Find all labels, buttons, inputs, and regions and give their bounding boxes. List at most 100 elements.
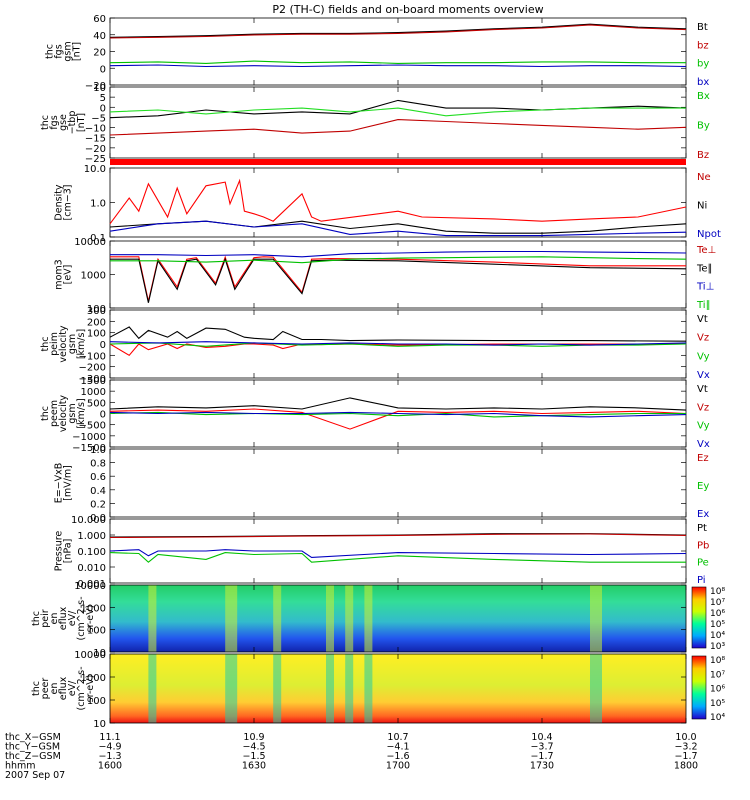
y-tick-label: 1.0 (90, 445, 106, 456)
y-axis-label: gse (58, 114, 69, 131)
legend-entry: Vz (697, 333, 709, 344)
y-tick-label: 0.1 (90, 233, 106, 244)
x-axis-row-value: −4.9 (98, 742, 121, 753)
y-tick-label: 100 (87, 696, 106, 707)
panel-density: 10.0 1.0 0.1 Density[cm−3] Ne Ni Npot (54, 164, 721, 244)
series-line-By (109, 107, 686, 117)
y-axis-label: eV/ (67, 610, 78, 626)
colorbar-tick-label: 10⁶ (710, 685, 725, 695)
y-tick-label: −25 (85, 154, 106, 165)
series-line-Vx (109, 341, 687, 346)
y-axis-label: (cm^2-s- (76, 667, 87, 711)
x-axis-row-value: 1600 (98, 761, 122, 772)
colorbar-tick-label: 10⁴ (710, 631, 725, 641)
legend-entry: Ni (697, 201, 707, 212)
y-axis-label: [nT] (72, 42, 83, 61)
series-line-bx (109, 64, 687, 68)
series-line-Ne (109, 178, 687, 225)
legend-entry: Vx (697, 370, 710, 381)
legend-entry: Vx (697, 439, 710, 450)
y-tick-label: 300 (87, 306, 106, 317)
y-tick-label: 5 (100, 93, 106, 104)
y-axis-label: velocity (58, 325, 69, 363)
series-line-Vy (109, 411, 686, 418)
y-tick-label: −200 (79, 363, 106, 374)
legend-entry: Ey (697, 481, 709, 492)
legend-entry: Ti⊥ (696, 282, 714, 293)
x-axis-row-label: thc_Z−GSM (5, 751, 61, 762)
legend-entry: by (697, 59, 709, 70)
spectrogram-band (225, 654, 238, 723)
panel-peir-eflux: 10⁸10⁷10⁶10⁵10⁴10³10000100010010thcpeire… (31, 581, 725, 659)
y-tick-label: 0.100 (77, 547, 106, 558)
colorbar-tick-label: 10⁵ (710, 620, 725, 630)
y-tick-label: 10000 (74, 650, 106, 661)
x-axis-row-value: 10.0 (675, 732, 696, 743)
colorbar-tick-label: 10⁴ (710, 713, 725, 723)
plot-frame (109, 86, 687, 159)
y-tick-label: −300 (79, 374, 106, 385)
x-axis-row-value: 10.9 (243, 732, 264, 743)
spectrogram-band (345, 654, 354, 723)
x-axis-row-value: 10.7 (387, 732, 408, 743)
y-tick-label: 10.0 (84, 164, 106, 175)
y-tick-label: 0.6 (90, 472, 106, 483)
y-tick-label: −1000 (72, 432, 106, 443)
series-line-Vt (109, 326, 687, 342)
legend-entry: Bz (697, 150, 709, 161)
y-tick-label: 1000 (81, 673, 106, 684)
y-tick-label: 100 (87, 329, 106, 340)
legend-entry: Pb (697, 540, 709, 551)
spectrogram-band (590, 654, 602, 723)
y-tick-label: 60 (93, 14, 106, 25)
series-line-Bt (109, 23, 687, 38)
y-axis-label: velocity (58, 395, 69, 433)
y-axis-label: sr-eV) (85, 605, 96, 633)
legend-entry: Npot (697, 229, 721, 240)
legend-entry: Vt (697, 314, 708, 325)
y-axis-label: [cm−3] (63, 185, 74, 221)
y-axis-label: peir (40, 609, 51, 628)
y-tick-label: 0 (100, 340, 106, 351)
series-line-Ti⊥ (110, 250, 687, 258)
legend-entry: Pi (697, 575, 706, 586)
colorbar-tick-label: 10⁵ (710, 699, 725, 709)
spectrogram-band (148, 585, 157, 652)
spectrogram-band (225, 585, 238, 652)
series-line-Npot (109, 220, 687, 237)
x-axis-row-value: −1.3 (98, 751, 121, 762)
y-axis-label: eV/ (67, 680, 78, 696)
y-axis-label: gsm (67, 403, 78, 423)
legend-entry: Te∥ (696, 263, 713, 274)
x-axis-row-value: −3.2 (674, 742, 697, 753)
y-tick-label: 10 (93, 719, 106, 730)
y-tick-label: 10 (93, 83, 106, 94)
y-axis-label: −tbp (67, 111, 78, 135)
y-axis-label: [mV/m] (63, 465, 74, 501)
y-axis-label: peim (49, 332, 60, 356)
y-axis-label: fgs (54, 44, 65, 58)
y-tick-label: −500 (79, 421, 106, 432)
legend-entry: Ne (697, 172, 711, 183)
series-line-Vx (109, 411, 687, 418)
date-label: 2007 Sep 07 (5, 770, 65, 781)
y-tick-label: 0.8 (90, 459, 106, 470)
series-line-Te∥ (110, 257, 687, 303)
spectrogram-band (590, 585, 602, 652)
y-tick-label: 1.000 (77, 531, 106, 542)
plot-frame (109, 17, 687, 86)
y-tick-label: −10 (85, 124, 106, 135)
series-line-Pe (109, 552, 686, 563)
panel-efield: 1.0 0.8 0.6 0.4 0.2 0.0 E=−VxB[mV/m] Ez Ey Ex (54, 445, 710, 524)
y-tick-label: 1.0 (90, 199, 106, 210)
y-tick-label: −1500 (72, 443, 106, 454)
y-axis-label: gsm (67, 334, 78, 354)
plot-frame (109, 240, 687, 309)
x-axis-row-value: 11.1 (99, 732, 120, 743)
legend-entry: Ti∥ (696, 300, 711, 311)
y-axis-label: Pressure (54, 531, 65, 572)
y-tick-label: 0.0 (90, 513, 106, 524)
y-tick-label: 20 (93, 48, 106, 59)
x-axis-row-value: −4.1 (386, 742, 409, 753)
separator-strip (110, 159, 686, 165)
